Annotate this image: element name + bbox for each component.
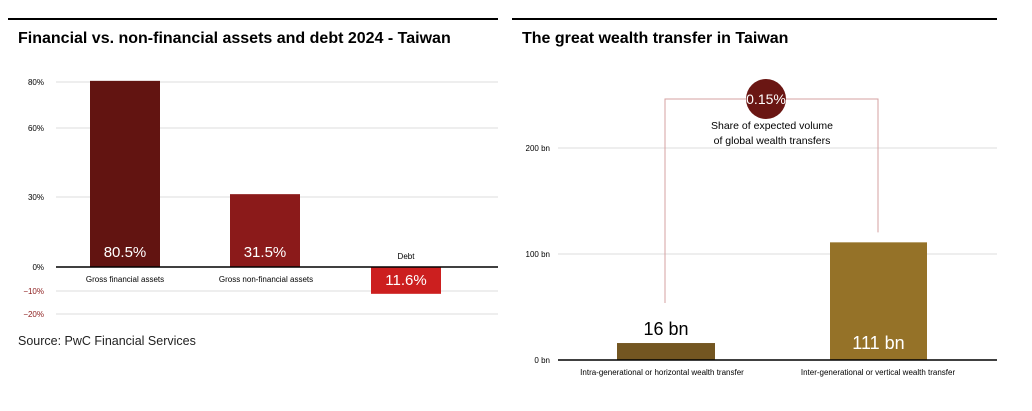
annotation-text: of global wealth transfers [714, 135, 831, 147]
top-rule [8, 18, 498, 20]
category-label: Debt [398, 252, 416, 261]
right-chart-svg: 200 bn 100 bn 0 bn 0.15% Share of expected v… [526, 79, 997, 377]
y-tick-label: 0 bn [534, 356, 550, 365]
right-chart-panel: The great wealth transfer in Taiwan 200 … [512, 0, 997, 411]
annotation-circle [746, 79, 786, 119]
y-tick-label: 80% [28, 78, 44, 87]
y-tick-label: 100 bn [526, 250, 550, 259]
annotation-value: 0.15% [746, 91, 786, 107]
y-tick-label: 0% [32, 263, 44, 272]
bar [90, 80, 160, 267]
category-label: Gross non-financial assets [219, 275, 313, 284]
data-label: 11.6% [385, 272, 426, 289]
category-label: Inter-generational or vertical wealth tr… [801, 368, 956, 377]
source-note: Source: PwC Financial Services [18, 334, 196, 348]
data-label: 80.5% [104, 244, 147, 261]
y-tick-label: −10% [23, 287, 44, 296]
y-tick-label: 60% [28, 124, 44, 133]
bar [617, 343, 715, 360]
bar [830, 242, 927, 360]
left-chart-panel: Financial vs. non-financial assets and d… [8, 0, 498, 411]
y-tick-label: 30% [28, 193, 44, 202]
y-tick-label: −20% [23, 310, 44, 319]
bar [371, 267, 441, 294]
y-tick-label: 200 bn [526, 144, 550, 153]
data-label: 16 bn [643, 319, 688, 339]
top-rule [512, 18, 997, 20]
left-chart-svg: 80% 60% 30% 0% −10% −20% 80.5% 31.5% 11.6% Gross … [23, 78, 498, 319]
data-label: 31.5% [244, 244, 287, 261]
category-label: Gross financial assets [86, 275, 164, 284]
chart-title: The great wealth transfer in Taiwan [522, 30, 789, 47]
data-label: 111 bn [852, 333, 904, 353]
category-label: Intra-generational or horizontal wealth … [580, 368, 744, 377]
annotation-text: Share of expected volume [711, 120, 833, 132]
bar [230, 194, 300, 267]
chart-title: Financial vs. non-financial assets and d… [18, 30, 451, 47]
